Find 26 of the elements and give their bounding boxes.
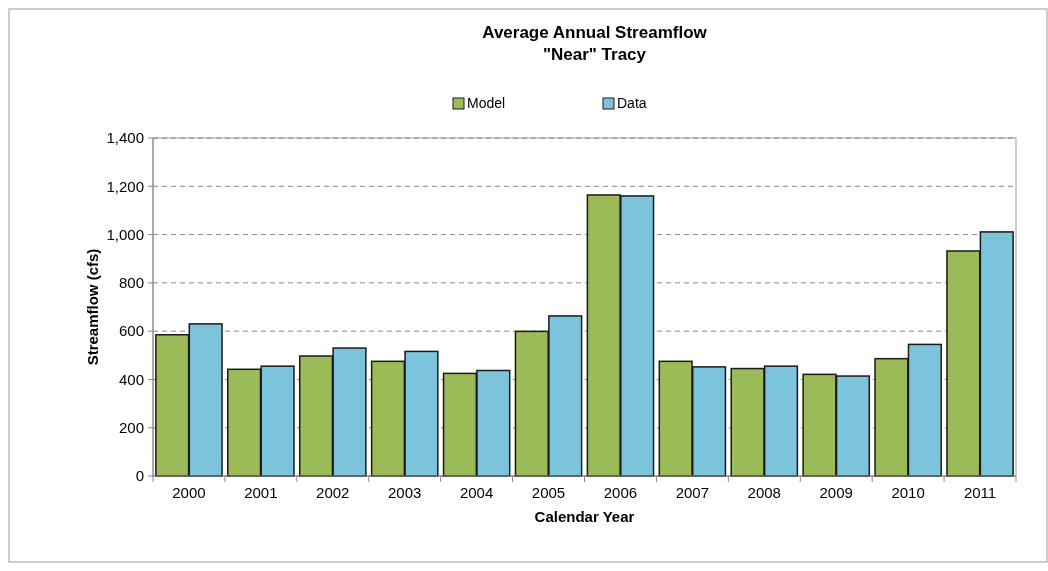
y-tick-label: 1,200 — [106, 177, 144, 195]
x-axis-title: Calendar Year — [534, 508, 635, 525]
legend-label: Model — [467, 95, 506, 111]
x-tick-label: 2008 — [747, 484, 781, 501]
x-tick-label: 2011 — [963, 484, 997, 501]
chart-subtitle: "Near" Tracy — [542, 45, 647, 64]
y-tick-label: 1,000 — [106, 225, 144, 243]
y-tick-label: 1,400 — [106, 129, 144, 147]
x-tick-label: 2007 — [675, 484, 710, 501]
legend-label: Data — [617, 95, 647, 111]
y-tick-label: 800 — [118, 274, 144, 292]
x-tick-label: 2000 — [172, 484, 206, 501]
y-tick-label: 0 — [135, 467, 144, 485]
x-tick-label: 2002 — [316, 484, 350, 501]
y-tick-label: 600 — [118, 322, 144, 340]
x-tick-label: 2004 — [459, 484, 494, 501]
x-tick-label: 2010 — [891, 484, 925, 501]
x-tick-label: 2009 — [819, 484, 853, 501]
chart-title: Average Annual Streamflow — [482, 23, 708, 42]
x-tick-label: 2006 — [603, 484, 638, 501]
y-tick-label: 400 — [118, 370, 144, 388]
x-tick-label: 2003 — [388, 484, 422, 501]
x-tick-label: 2001 — [244, 484, 278, 501]
y-tick-label: 200 — [118, 418, 144, 436]
x-tick-label: 2005 — [531, 484, 566, 501]
y-axis-title: Streamflow (cfs) — [84, 248, 101, 366]
